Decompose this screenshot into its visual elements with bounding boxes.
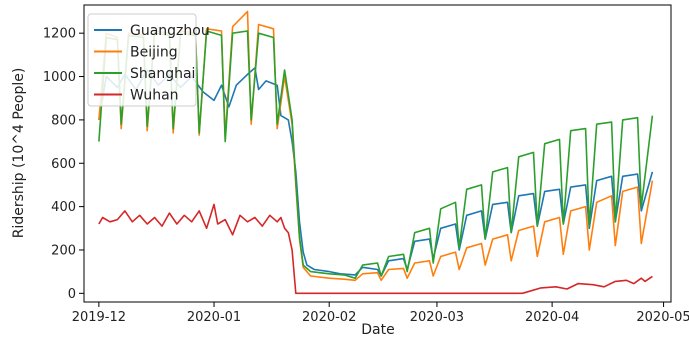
y-axis-label: Ridership (10^4 People)	[11, 68, 27, 239]
legend-label-beijing: Beijing	[130, 45, 178, 61]
y-tick-label: 1000	[43, 70, 76, 85]
y-axis: 0 200 400 600 800 1000 1200	[43, 27, 84, 302]
x-axis: 2019-12 2020-01 2020-02 2020-03 2020-04 2020-…	[72, 302, 689, 325]
y-tick-label: 1200	[43, 27, 76, 42]
series-line-wuhan	[98, 203, 653, 295]
y-tick-label: 0	[68, 287, 76, 302]
legend-box	[87, 13, 197, 107]
x-tick-label: 2019-12	[72, 310, 126, 325]
y-tick-label: 800	[51, 113, 76, 128]
plot-frame	[83, 4, 672, 303]
x-tick-label: 2020-02	[302, 310, 356, 325]
x-axis-label: Date	[361, 322, 394, 338]
x-tick-label: 2020-01	[187, 310, 241, 325]
legend-label-shanghai: Shanghai	[130, 66, 195, 82]
legend-label-guangzhou: Guangzhou	[130, 23, 210, 39]
x-tick-label: 2020-04	[525, 310, 579, 325]
series-line-guangzhou	[98, 67, 654, 277]
y-tick-label: 600	[51, 157, 76, 172]
x-tick-label: 2020-05	[636, 310, 689, 325]
y-tick-label: 400	[51, 200, 76, 215]
legend: Guangzhou Beijing Shanghai Wuhan	[87, 13, 210, 107]
x-tick-label: 2020-03	[410, 310, 464, 325]
y-tick-label: 200	[51, 243, 76, 258]
legend-label-wuhan: Wuhan	[130, 88, 179, 104]
